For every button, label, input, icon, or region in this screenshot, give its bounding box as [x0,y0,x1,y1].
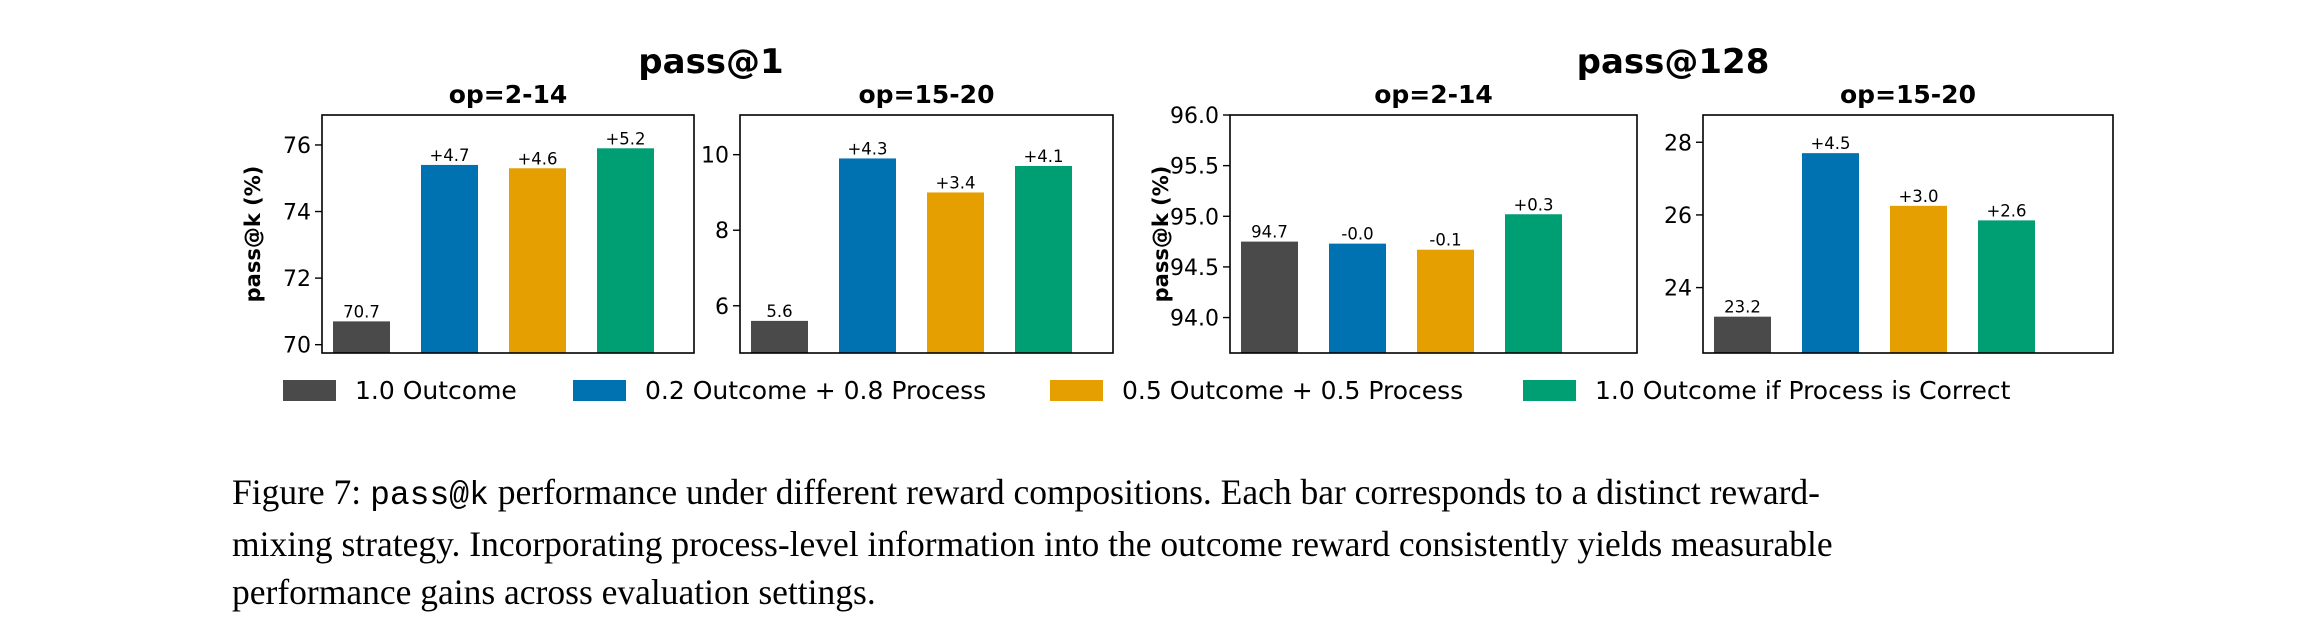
panel-title: op=2-14 [1374,80,1493,109]
bar-2 [1890,205,1947,353]
bar-label-2: +3.4 [935,173,975,192]
panel-frame [321,114,695,354]
bar-label-1: -0.0 [1341,225,1373,244]
bar-3 [1978,220,2035,353]
caption-code: pass@k [370,477,489,514]
caption-line2: mixing strategy. Incorporating process-l… [232,524,1833,564]
caption-line1: performance under different reward compo… [488,472,1820,512]
panel-frame [1702,114,2114,354]
legend-swatch [283,380,336,401]
y-axis-label: pass@k (%) [1149,166,1173,303]
panel-frame [739,114,1114,354]
bar-label-0: 23.2 [1724,298,1761,317]
y-tick-label: 94.0 [1170,307,1219,332]
panel-3: op=15-20 23.2 +4.5 +3.0 +2.6 24 26 28 [1664,80,2114,354]
y-tick-label: 74 [283,201,311,226]
group-title-pass-at-1: pass@1 [638,42,783,82]
panel-0: op=2-14 70.7 +4.7 +4.6 +5.2 70 72 74 76 pass@k (%… [241,80,695,359]
bar-3 [1505,214,1562,353]
chart-panels: op=2-14 70.7 +4.7 +4.6 +5.2 70 72 74 76 pass@k (%… [241,80,2114,359]
legend-swatch [573,380,626,401]
bar-0 [1714,316,1771,353]
panel-title: op=15-20 [1840,80,1976,109]
bar-3 [1015,166,1072,353]
panel-2: op=2-14 94.7 -0.0 -0.1 +0.3 94.0 94.5 95.0 95.5 9… [1149,80,1638,354]
bar-label-3: +0.3 [1513,195,1553,214]
bar-label-3: +4.1 [1023,147,1063,166]
bar-label-0: 70.7 [343,302,380,321]
bar-label-2: +4.6 [517,149,557,168]
bar-label-1: +4.7 [429,146,469,165]
bar-2 [509,168,566,353]
y-tick-label: 26 [1664,204,1692,229]
caption-line3: performance gains across evaluation sett… [232,572,876,612]
panel-title: op=2-14 [449,80,568,109]
legend-swatch [1050,380,1103,401]
legend-label: 0.2 Outcome + 0.8 Process [645,376,986,405]
legend-item-3: 1.0 Outcome if Process is Correct [1523,376,2011,405]
legend-label: 0.5 Outcome + 0.5 Process [1122,376,1463,405]
bar-label-0: 94.7 [1251,223,1288,242]
legend: 1.0 Outcome 0.2 Outcome + 0.8 Process 0.5 … [283,376,2011,405]
bar-label-1: +4.5 [1810,134,1850,153]
bar-0 [751,320,808,353]
bar-2 [927,192,984,353]
bar-0 [333,321,390,353]
y-tick-label: 70 [283,334,311,359]
legend-label: 1.0 Outcome [355,376,517,405]
legend-swatch [1523,380,1576,401]
bar-1 [839,158,896,353]
caption-prefix: Figure 7: [232,472,371,512]
y-tick-label: 24 [1664,277,1692,302]
y-tick-label: 8 [715,219,729,244]
panel-1: op=15-20 5.6 +4.3 +3.4 +4.1 6 8 10 [701,80,1114,354]
legend-item-2: 0.5 Outcome + 0.5 Process [1050,376,1463,405]
y-tick-label: 10 [701,144,729,169]
legend-label: 1.0 Outcome if Process is Correct [1595,376,2011,405]
legend-item-0: 1.0 Outcome [283,376,517,405]
bar-label-0: 5.6 [766,302,792,321]
bar-label-1: +4.3 [847,139,887,158]
panel-frame [1229,114,1638,354]
y-tick-label: 72 [283,267,311,292]
bar-label-2: -0.1 [1429,231,1461,250]
y-tick-label: 95.0 [1170,205,1219,230]
bar-3 [597,148,654,353]
group-title-pass-at-128: pass@128 [1577,42,1770,82]
y-tick-label: 76 [283,134,311,159]
bar-1 [421,164,478,353]
bar-2 [1417,249,1474,353]
y-tick-label: 94.5 [1170,256,1219,281]
bar-label-2: +3.0 [1898,187,1938,206]
y-tick-label: 96.0 [1170,104,1219,129]
figure: pass@1 pass@128 op=2-14 70.7 +4.7 +4.6 +5.2 7… [241,42,2114,405]
bar-1 [1802,153,1859,353]
y-tick-label: 28 [1664,131,1692,156]
bar-label-3: +5.2 [605,129,645,148]
bar-1 [1329,243,1386,353]
y-tick-label: 6 [715,295,729,320]
y-axis-label: pass@k (%) [241,166,265,303]
legend-item-1: 0.2 Outcome + 0.8 Process [573,376,986,405]
bar-0 [1241,241,1298,353]
figure-caption: Figure 7: pass@k performance under diffe… [232,468,2112,616]
bar-label-3: +2.6 [1986,201,2026,220]
panel-title: op=15-20 [859,80,995,109]
y-tick-label: 95.5 [1170,155,1219,180]
